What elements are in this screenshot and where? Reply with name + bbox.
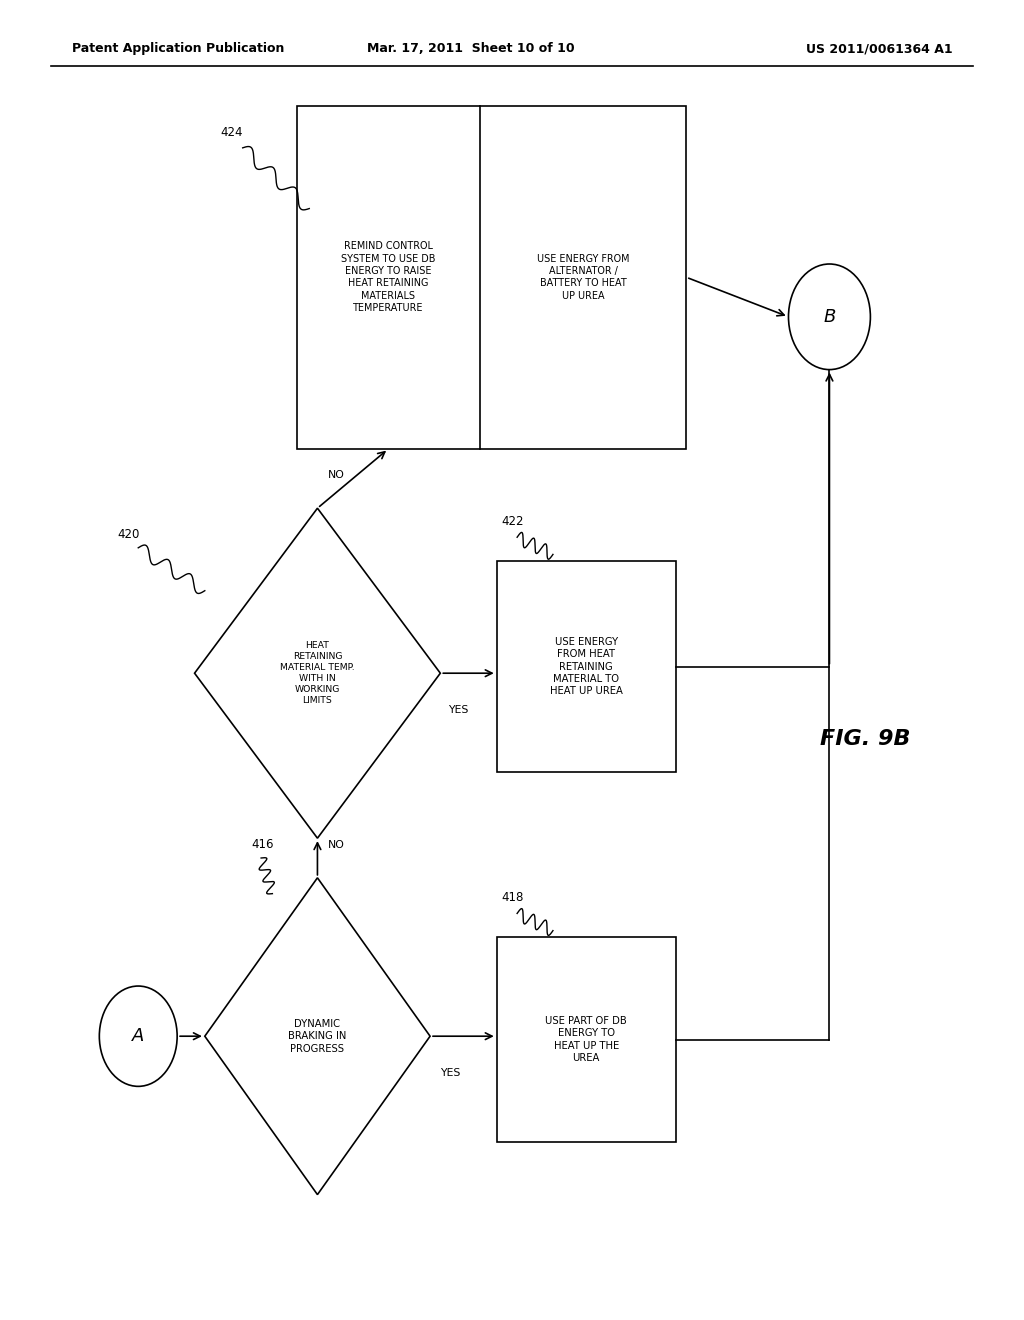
Text: FIG. 9B: FIG. 9B bbox=[820, 729, 910, 750]
Polygon shape bbox=[205, 878, 430, 1195]
Text: HEAT
RETAINING
MATERIAL TEMP.
WITH IN
WORKING
LIMITS: HEAT RETAINING MATERIAL TEMP. WITH IN WO… bbox=[281, 642, 354, 705]
Text: US 2011/0061364 A1: US 2011/0061364 A1 bbox=[806, 42, 952, 55]
Text: NO: NO bbox=[328, 840, 344, 850]
Text: USE ENERGY
FROM HEAT
RETAINING
MATERIAL TO
HEAT UP UREA: USE ENERGY FROM HEAT RETAINING MATERIAL … bbox=[550, 636, 623, 697]
Text: USE PART OF DB
ENERGY TO
HEAT UP THE
UREA: USE PART OF DB ENERGY TO HEAT UP THE URE… bbox=[546, 1016, 627, 1063]
Text: NO: NO bbox=[328, 470, 344, 480]
Text: B: B bbox=[823, 308, 836, 326]
Text: DYNAMIC
BRAKING IN
PROGRESS: DYNAMIC BRAKING IN PROGRESS bbox=[288, 1019, 347, 1053]
Text: Patent Application Publication: Patent Application Publication bbox=[72, 42, 284, 55]
Text: Mar. 17, 2011  Sheet 10 of 10: Mar. 17, 2011 Sheet 10 of 10 bbox=[368, 42, 574, 55]
Circle shape bbox=[788, 264, 870, 370]
Text: 422: 422 bbox=[502, 515, 524, 528]
Bar bbox=[297, 106, 686, 449]
Circle shape bbox=[99, 986, 177, 1086]
Bar bbox=[497, 937, 676, 1142]
Text: 418: 418 bbox=[502, 891, 524, 904]
Text: YES: YES bbox=[449, 705, 469, 715]
Text: A: A bbox=[132, 1027, 144, 1045]
Text: 424: 424 bbox=[220, 125, 243, 139]
Text: 420: 420 bbox=[118, 528, 140, 541]
Text: REMIND CONTROL
SYSTEM TO USE DB
ENERGY TO RAISE
HEAT RETAINING
MATERIALS
TEMPERA: REMIND CONTROL SYSTEM TO USE DB ENERGY T… bbox=[341, 242, 435, 313]
Text: USE ENERGY FROM
ALTERNATOR /
BATTERY TO HEAT
UP UREA: USE ENERGY FROM ALTERNATOR / BATTERY TO … bbox=[537, 253, 629, 301]
Text: YES: YES bbox=[440, 1068, 461, 1078]
Text: 416: 416 bbox=[251, 838, 273, 851]
Bar bbox=[497, 561, 676, 772]
Polygon shape bbox=[195, 508, 440, 838]
